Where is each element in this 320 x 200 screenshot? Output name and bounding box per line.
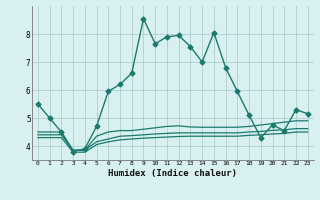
X-axis label: Humidex (Indice chaleur): Humidex (Indice chaleur) bbox=[108, 169, 237, 178]
